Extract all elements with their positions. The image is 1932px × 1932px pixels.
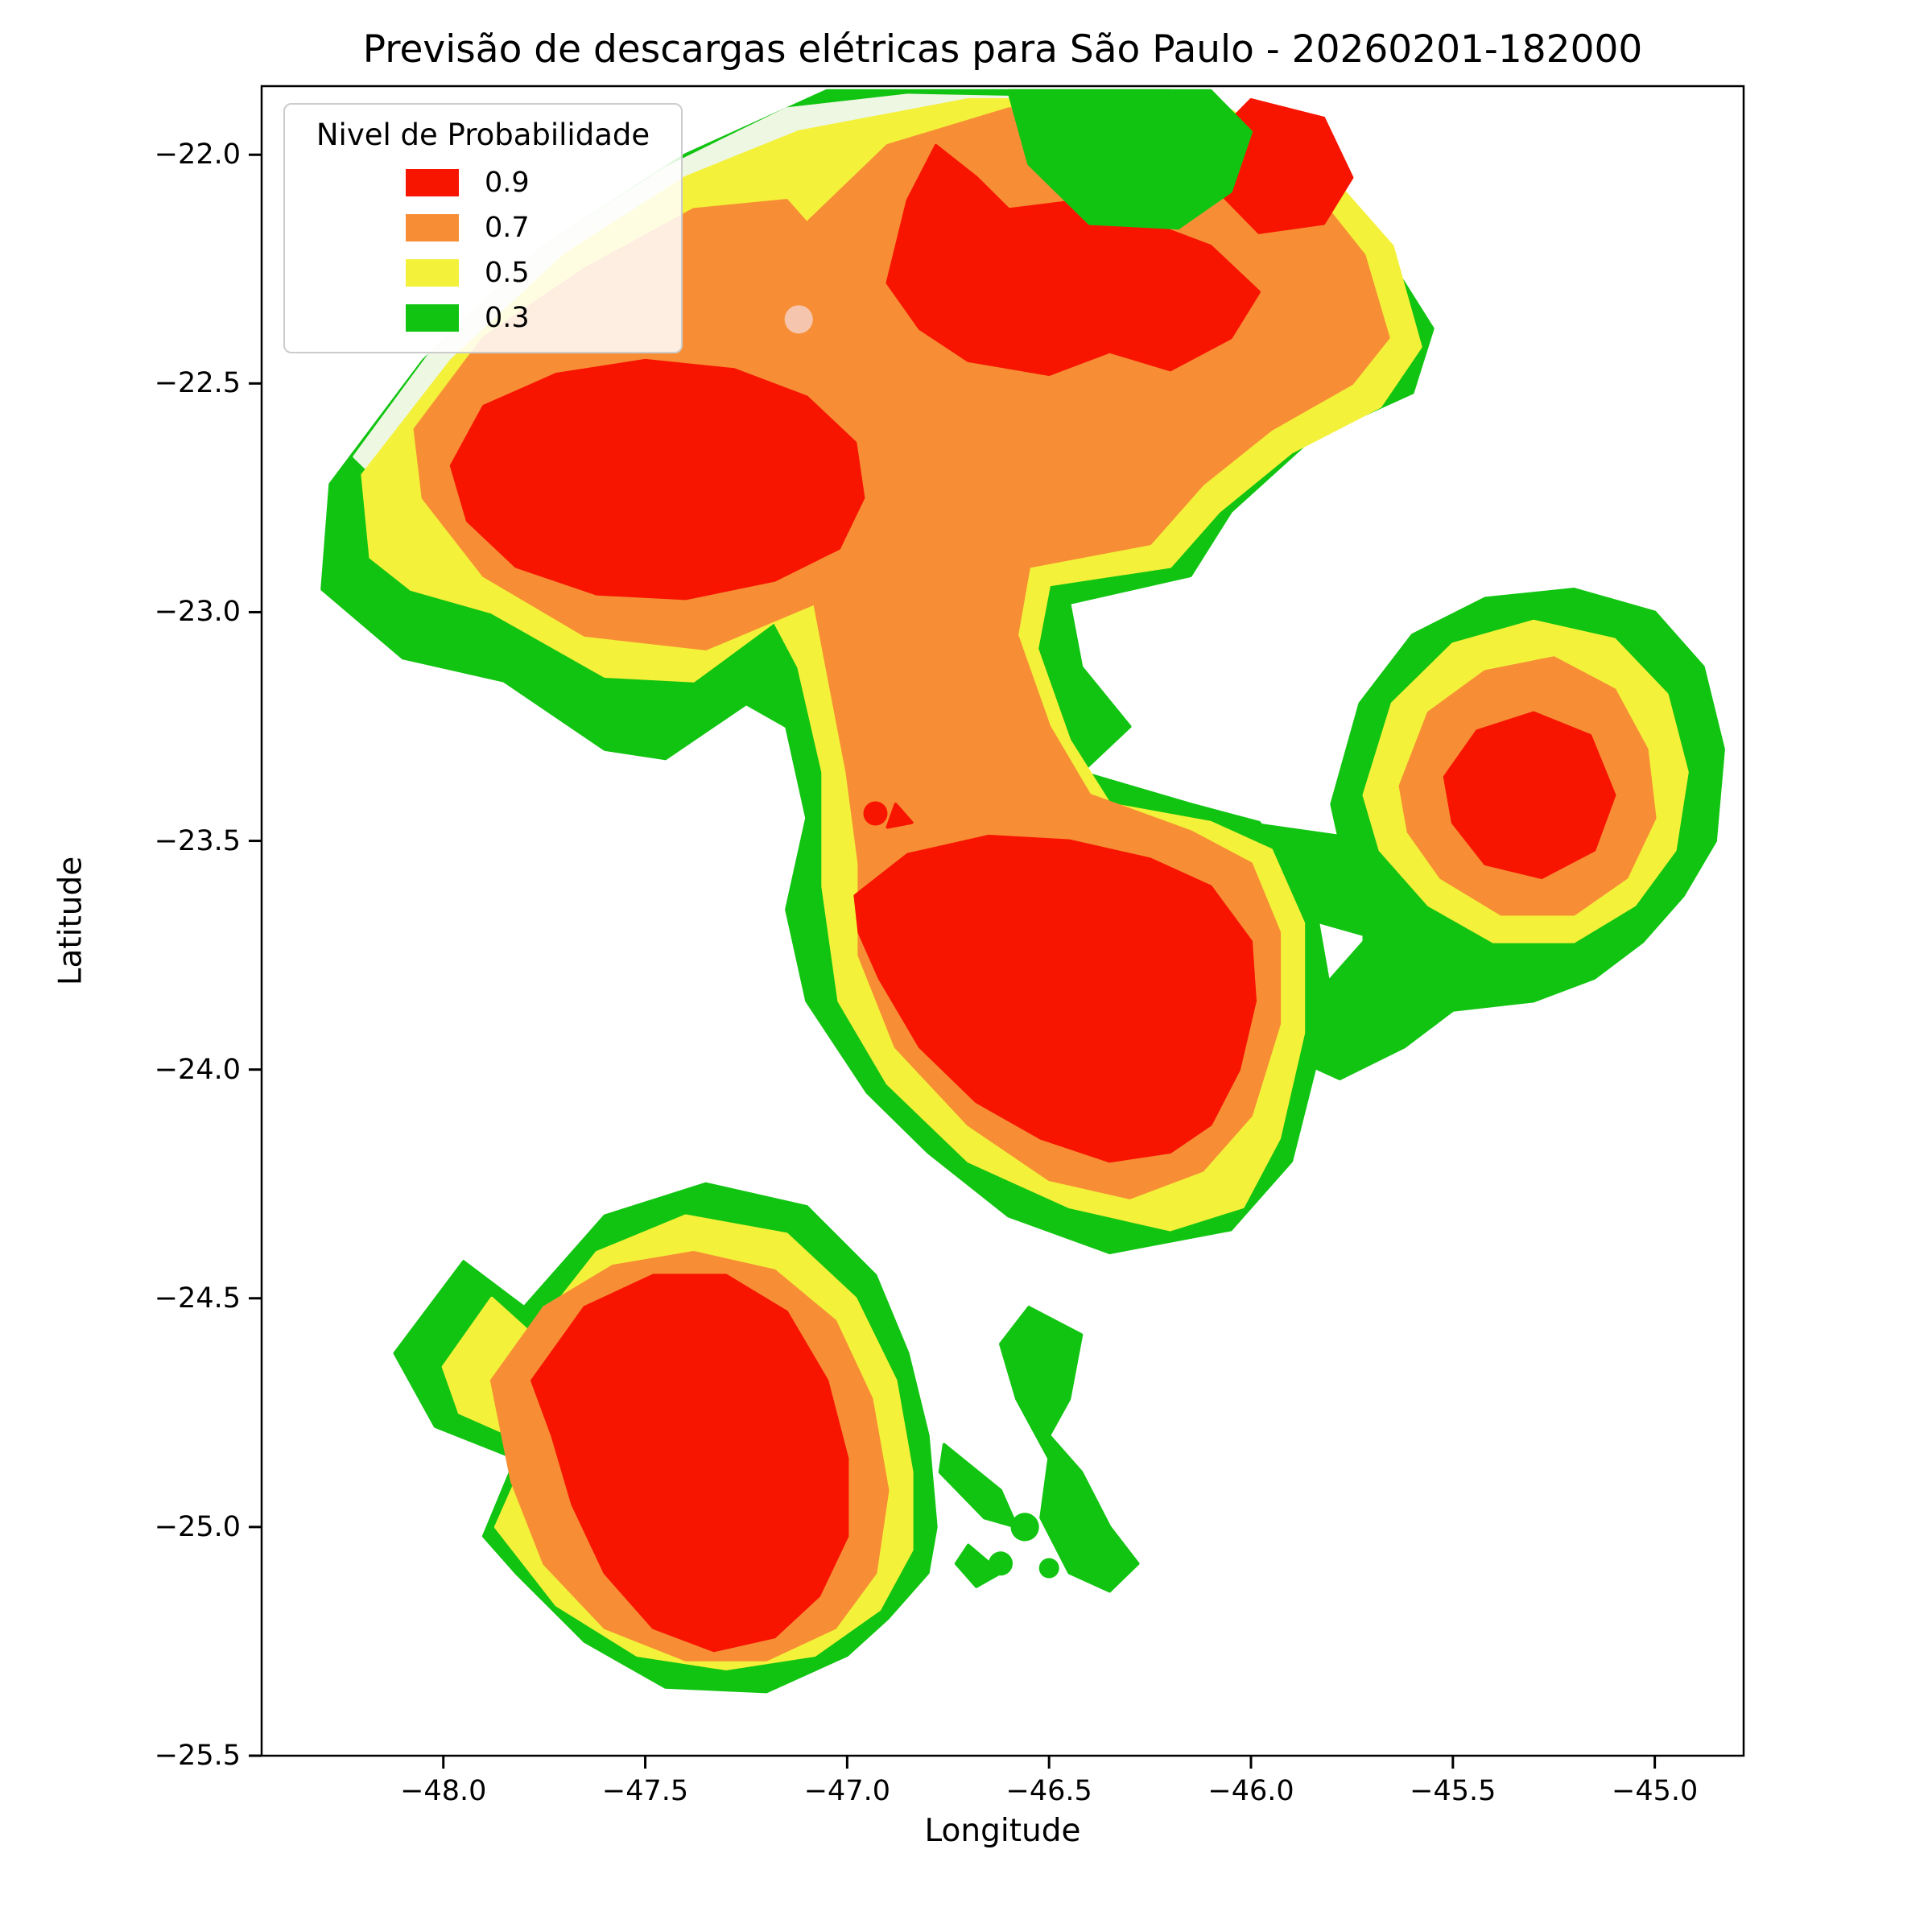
- legend-swatch-0.3: [406, 304, 459, 332]
- x-axis-label: Longitude: [924, 1813, 1081, 1849]
- contour-regions: [320, 89, 1725, 1694]
- legend-entry-0.9: 0.9: [285, 160, 681, 205]
- green-dot-south-3: [1038, 1558, 1059, 1579]
- region-west-red: [449, 358, 865, 601]
- legend-label: 0.9: [485, 167, 530, 199]
- region-top-center-green: [1007, 89, 1253, 230]
- legend-label: 0.5: [485, 257, 530, 289]
- region-island-green-1: [999, 1306, 1140, 1593]
- legend-rows: 0.9 0.7 0.5 0.3: [285, 160, 681, 341]
- region-north-red: [886, 143, 1261, 376]
- region-east-red: [1443, 711, 1616, 879]
- pink-dot-northwest: [784, 305, 813, 334]
- legend-title: Nivel de Probabilidade: [316, 118, 650, 152]
- legend-entry-0.3: 0.3: [285, 295, 681, 341]
- chart-title: Previsão de descargas elétricas para São…: [362, 27, 1643, 72]
- region-central-red: [853, 834, 1257, 1163]
- region-southwest-red: [530, 1274, 849, 1653]
- region-red-sliver: [886, 803, 914, 829]
- legend: Nivel de Probabilidade 0.9 0.7 0.5 0.3: [283, 103, 683, 353]
- yellow-dot-south: [887, 1469, 912, 1494]
- legend-swatch-0.9: [406, 169, 459, 196]
- y-axis-label: Latitude: [52, 856, 89, 986]
- red-dot-central: [863, 801, 888, 826]
- legend-swatch-0.5: [406, 259, 459, 287]
- legend-entry-0.7: 0.7: [285, 205, 681, 250]
- plot-border: [260, 85, 1745, 1757]
- legend-swatch-0.7: [406, 214, 459, 242]
- legend-label: 0.7: [485, 212, 530, 244]
- region-island-green-2: [938, 1443, 1019, 1529]
- legend-entry-0.5: 0.5: [285, 250, 681, 295]
- green-dot-south-1: [1010, 1513, 1039, 1542]
- green-dot-south-2: [989, 1551, 1013, 1576]
- legend-label: 0.3: [485, 302, 530, 334]
